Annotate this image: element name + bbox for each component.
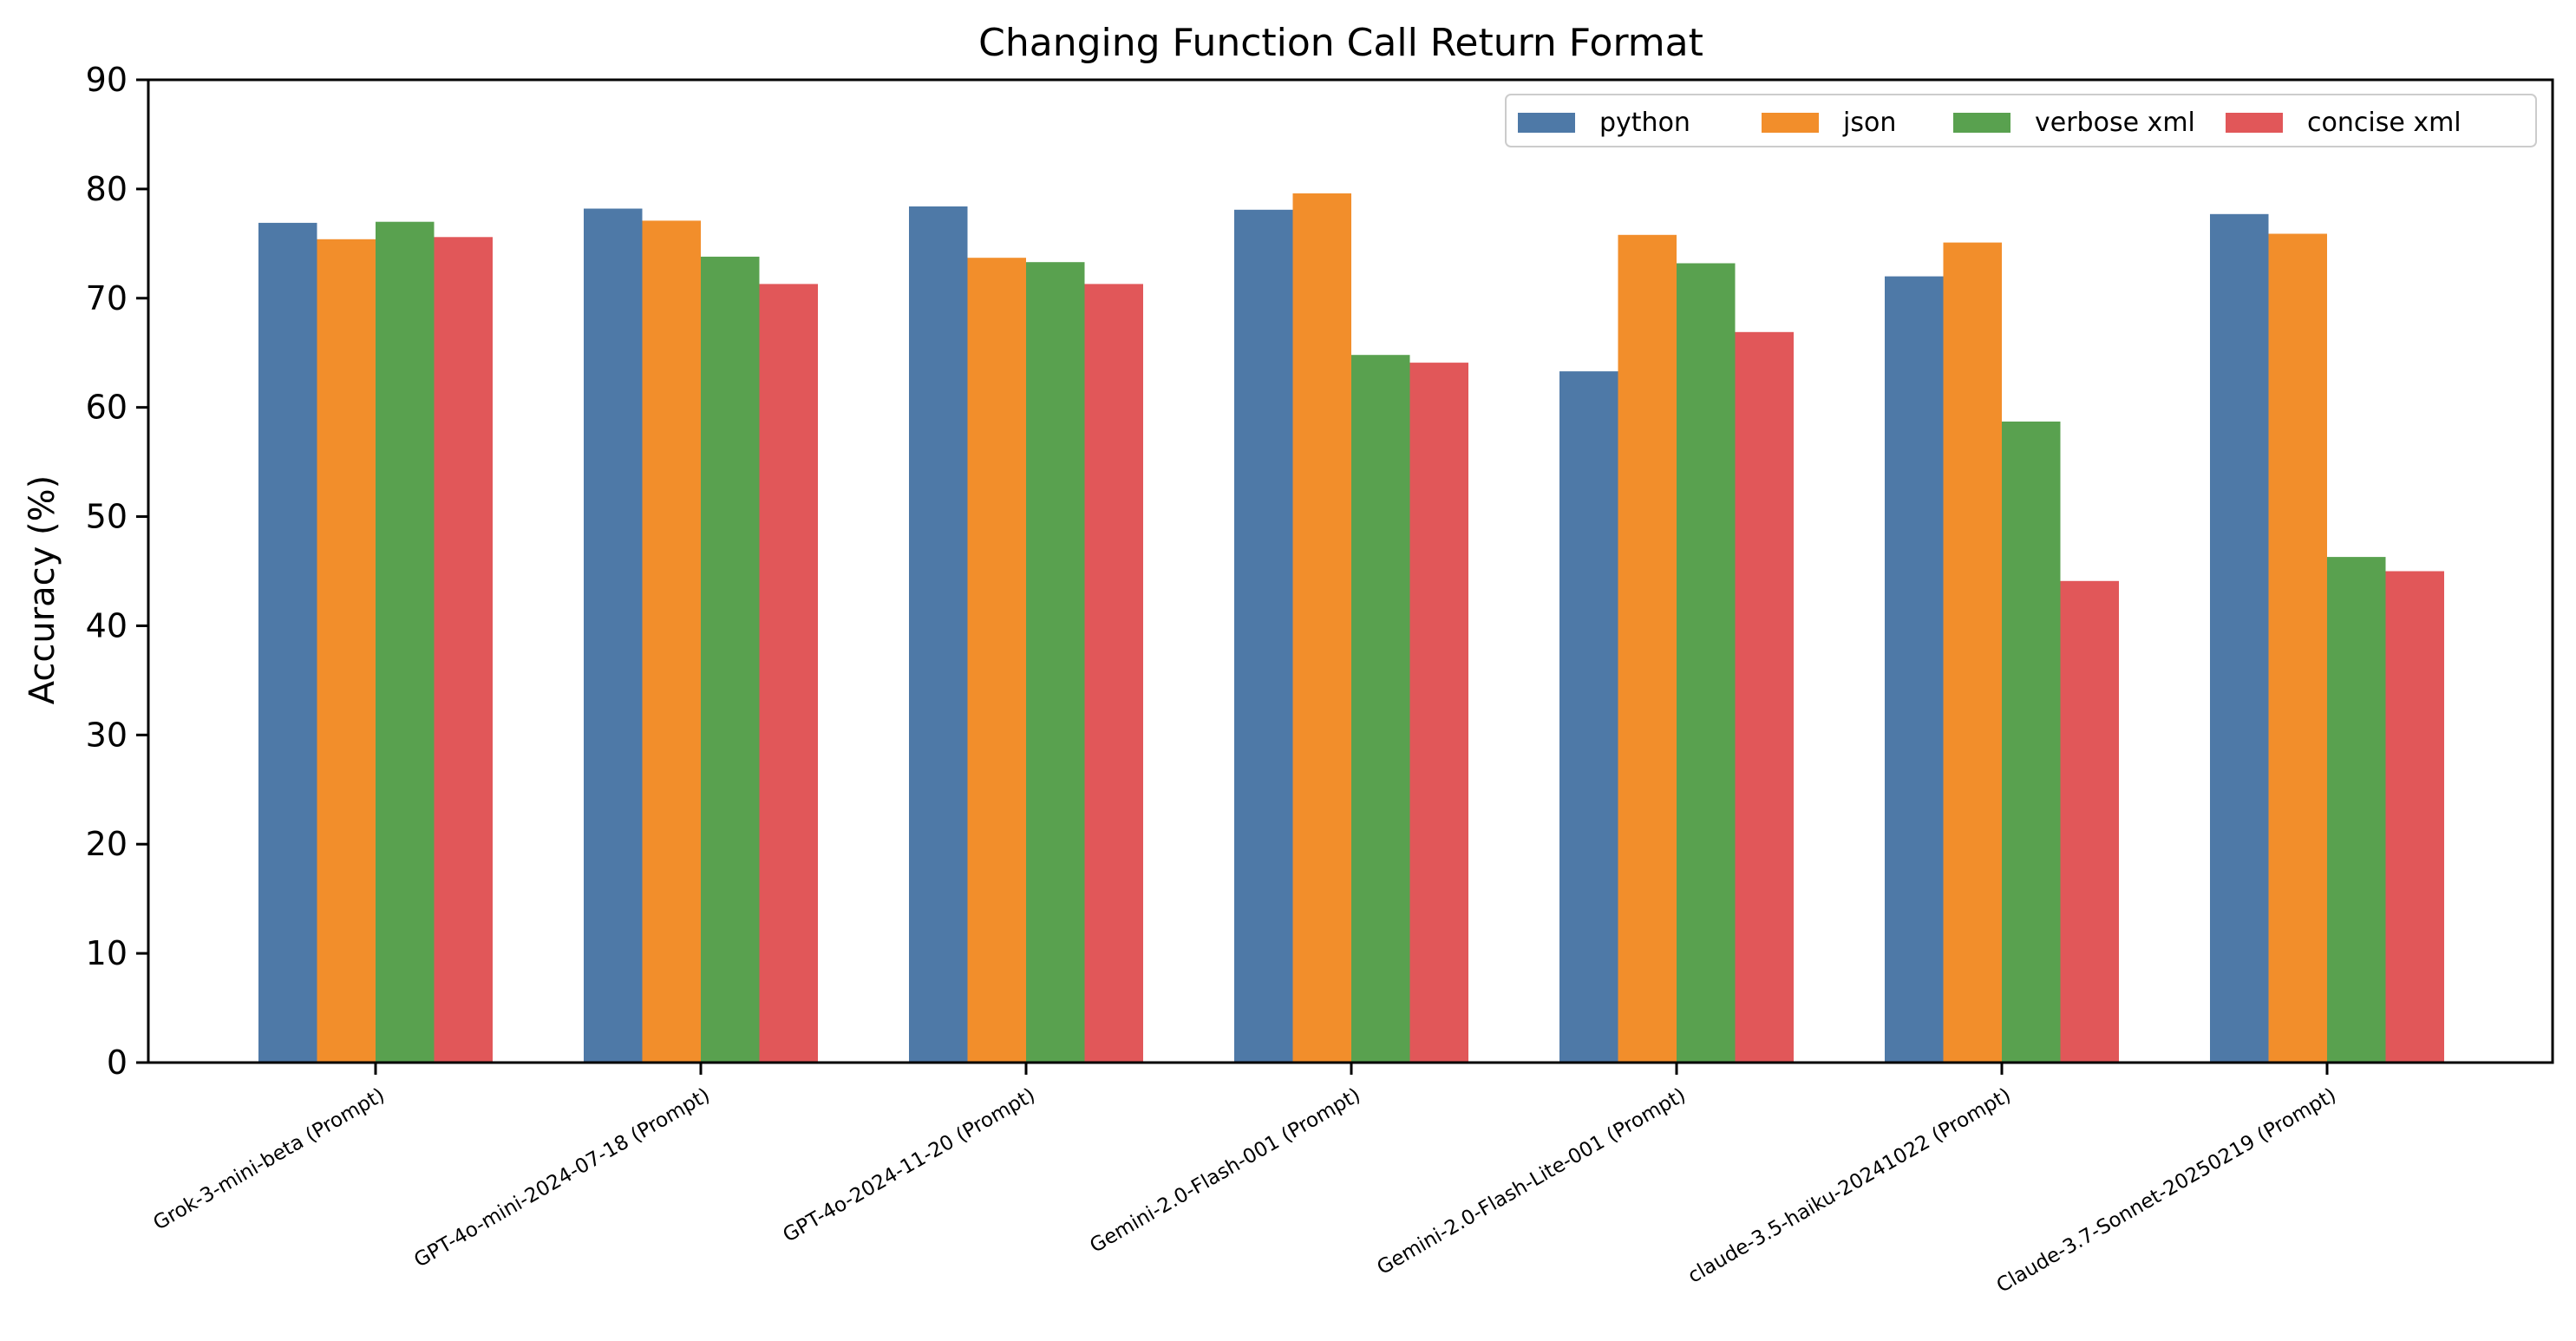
- y-tick-label: 40: [86, 606, 127, 644]
- legend-frame: [1505, 94, 2537, 147]
- y-tick-label: 80: [86, 170, 127, 208]
- bar-verbose-xml-3: [1351, 355, 1410, 1063]
- bar-python-4: [1559, 371, 1618, 1063]
- y-tick-label: 10: [86, 934, 127, 972]
- x-tick-label: GPT-4o-mini-2024-07-18 (Prompt): [410, 1084, 714, 1272]
- bar-json-2: [967, 258, 1026, 1063]
- bar-python-2: [909, 206, 968, 1063]
- bar-python-0: [258, 222, 317, 1063]
- x-tick-label: GPT-4o-2024-11-20 (Prompt): [780, 1084, 1039, 1247]
- legend-swatch: [1762, 113, 1819, 133]
- legend-label: json: [1842, 108, 1896, 138]
- y-axis-ticks: 0 10 20 30 40 50 60 70 80 90: [86, 61, 148, 1082]
- plot-frame: [147, 78, 2554, 1064]
- y-tick-label: 70: [86, 279, 127, 317]
- x-tick-label: Claude-3.7-Sonnet-20250219 (Prompt): [1993, 1084, 2340, 1298]
- y-tick-label: 50: [86, 498, 127, 536]
- y-tick-label: 0: [107, 1043, 127, 1082]
- chart-title: Changing Function Call Return Format: [978, 21, 1703, 65]
- legend-label: python: [1599, 108, 1690, 138]
- bar-json-4: [1618, 234, 1677, 1063]
- bar-concise-xml-1: [759, 284, 818, 1063]
- legend-swatch: [2226, 113, 2283, 133]
- bars-group: [258, 193, 2444, 1063]
- x-axis-ticks: Grok-3-mini-beta (Prompt) GPT-4o-mini-202…: [150, 1063, 2340, 1298]
- bar-verbose-xml-2: [1026, 262, 1085, 1063]
- x-tick-label: Grok-3-mini-beta (Prompt): [150, 1084, 389, 1235]
- bar-json-0: [317, 239, 376, 1063]
- bar-python-5: [1885, 276, 1944, 1063]
- bar-python-1: [584, 208, 643, 1063]
- bar-concise-xml-2: [1084, 284, 1143, 1063]
- y-axis-label: Accuracy (%): [23, 475, 62, 705]
- bar-json-5: [1943, 242, 2002, 1063]
- bar-concise-xml-4: [1735, 331, 1794, 1063]
- bar-concise-xml-3: [1409, 363, 1468, 1063]
- legend-label: verbose xml: [2035, 108, 2195, 138]
- bar-python-6: [2210, 213, 2269, 1063]
- y-tick-label: 90: [86, 61, 127, 99]
- y-tick-label: 60: [86, 389, 127, 427]
- bar-json-3: [1292, 193, 1351, 1063]
- y-tick-label: 20: [86, 825, 127, 863]
- bar-verbose-xml-4: [1677, 263, 1736, 1063]
- legend: python json verbose xml concise xml: [1505, 94, 2537, 147]
- bar-concise-xml-6: [2385, 571, 2444, 1063]
- y-tick-label: 30: [86, 716, 127, 754]
- legend-swatch: [1518, 113, 1575, 133]
- bar-json-6: [2268, 233, 2327, 1063]
- x-tick-label: Gemini-2.0-Flash-001 (Prompt): [1086, 1084, 1364, 1258]
- bar-verbose-xml-0: [376, 221, 435, 1063]
- legend-label: concise xml: [2307, 108, 2462, 138]
- bar-verbose-xml-1: [701, 256, 760, 1063]
- bar-concise-xml-0: [434, 237, 493, 1063]
- x-tick-label: claude-3.5-haiku-20241022 (Prompt): [1684, 1084, 2015, 1288]
- bar-verbose-xml-5: [2002, 422, 2061, 1063]
- bar-verbose-xml-6: [2327, 557, 2386, 1063]
- bar-python-3: [1234, 209, 1293, 1063]
- legend-swatch: [1953, 113, 2010, 133]
- x-tick-label: Gemini-2.0-Flash-Lite-001 (Prompt): [1374, 1084, 1690, 1279]
- bar-json-1: [642, 220, 701, 1063]
- bar-concise-xml-5: [2060, 580, 2119, 1063]
